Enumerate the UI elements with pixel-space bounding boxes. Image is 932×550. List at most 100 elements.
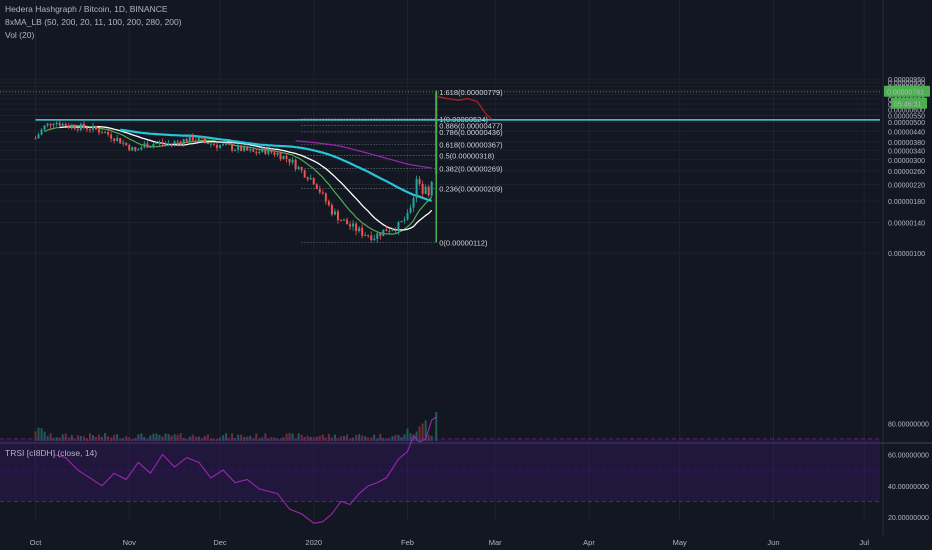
price-tick-label: 0.00000500: [888, 120, 925, 127]
candle-body: [249, 149, 252, 151]
candle-body: [191, 135, 194, 141]
volume-bar: [40, 428, 43, 441]
candle-body: [339, 220, 342, 222]
candle-body: [110, 134, 113, 139]
candle-body: [349, 224, 352, 227]
candle-body: [158, 142, 161, 144]
volume-indicator-label[interactable]: Vol (20): [5, 30, 35, 40]
price-tick-label: 0.00000140: [888, 221, 925, 228]
candle-body: [346, 219, 349, 225]
price-tick-label: 0.00000180: [888, 199, 925, 206]
candle-body: [209, 143, 212, 145]
candle-body: [137, 149, 140, 151]
volume-bar: [218, 437, 221, 441]
candle-body: [64, 123, 67, 127]
volume-bar: [424, 420, 427, 441]
volume-bar: [91, 435, 94, 441]
candle-body: [170, 143, 173, 145]
axes: 0.000009500.000009000.000008500.00000800…: [30, 77, 929, 547]
price-tick-label: 0.00000340: [888, 148, 925, 155]
volume-bar: [243, 436, 246, 441]
volume-bar: [85, 438, 88, 441]
candle-body: [394, 229, 397, 232]
candle-body: [412, 198, 415, 208]
projection-path[interactable]: [437, 96, 493, 120]
candle-body: [370, 235, 373, 241]
candle-body: [85, 127, 88, 130]
candle-body: [34, 138, 37, 140]
volume-bar: [376, 438, 379, 441]
ma-line: [295, 140, 432, 169]
volume-bar: [249, 435, 252, 441]
time-tick-label: May: [673, 538, 687, 547]
candle-body: [200, 137, 203, 139]
volume-bar: [355, 434, 358, 441]
rsi-line: [53, 416, 437, 524]
price-tags: 0.00000781 05:46:31: [0, 85, 930, 109]
candle-body: [318, 188, 321, 193]
volume-bar: [412, 434, 415, 441]
volume-bar: [222, 435, 225, 441]
volume-bar: [137, 434, 140, 441]
candle-body: [185, 139, 188, 142]
price-tick-label: 0.00000950: [888, 77, 925, 84]
projection-line: [437, 96, 493, 120]
candle-body: [167, 143, 170, 145]
volume-bar: [333, 434, 336, 441]
candle-body: [225, 143, 228, 145]
candle-body: [391, 229, 394, 231]
volume-bar: [173, 434, 176, 441]
rsi-tick-label: 40.00000000: [888, 484, 929, 491]
candle-body: [197, 137, 200, 141]
price-tick-label: 0.00000300: [888, 158, 925, 165]
volume-bar: [270, 437, 273, 441]
candle-body: [146, 143, 149, 148]
candle-body: [94, 125, 97, 130]
volume-bar: [209, 438, 212, 441]
candle-body: [364, 235, 367, 237]
volume-bar: [349, 438, 352, 441]
fib-label: 0.5(0.00000318): [439, 151, 495, 160]
volume-bar: [379, 433, 382, 441]
candle-body: [312, 178, 315, 185]
time-tick-label: Nov: [123, 538, 137, 547]
candle-body: [218, 145, 221, 148]
volume-bar: [176, 434, 179, 441]
volume-bar: [101, 436, 104, 441]
candle-body: [215, 144, 218, 148]
volume-bar: [276, 438, 279, 441]
volume-bar: [64, 433, 67, 441]
candle-body: [385, 229, 388, 232]
candle-body: [303, 170, 306, 178]
volume-bar: [110, 437, 113, 441]
current-price-tag: [884, 85, 930, 97]
price-tick-label: 0.00000100: [888, 251, 925, 258]
volume-bar: [382, 437, 385, 441]
rsi-tick-label: 80.00000000: [888, 421, 929, 428]
candle-body: [261, 148, 264, 152]
candle-body: [358, 227, 361, 232]
volume-bar: [285, 433, 288, 441]
volume-bar: [267, 438, 270, 441]
candle-body: [252, 149, 255, 152]
candle-body: [330, 204, 333, 215]
volume-bar: [367, 437, 370, 441]
candle-body: [234, 149, 237, 151]
countdown-tag: [891, 97, 927, 109]
candle-body: [264, 148, 267, 154]
candle-body: [88, 129, 91, 131]
volume-bar: [203, 435, 206, 441]
candle-body: [376, 233, 379, 239]
volume-bar: [43, 431, 46, 441]
candle-body: [361, 227, 364, 236]
price-tick-label: 0.00000900: [888, 81, 925, 88]
chart-title: Hedera Hashgraph / Bitcoin, 1D, BINANCE: [5, 4, 168, 14]
price-tick-label: 0.00000550: [888, 113, 925, 120]
rsi-indicator-label[interactable]: TRSI [cI8DH] (close, 14): [5, 448, 98, 458]
ma-indicator-label[interactable]: 8xMA_LB (50, 200, 20, 11, 100, 200, 280,…: [5, 17, 182, 27]
volume-bar: [46, 436, 49, 441]
candle-body: [122, 142, 125, 144]
candle-body: [400, 220, 403, 223]
candle-body: [149, 146, 152, 148]
